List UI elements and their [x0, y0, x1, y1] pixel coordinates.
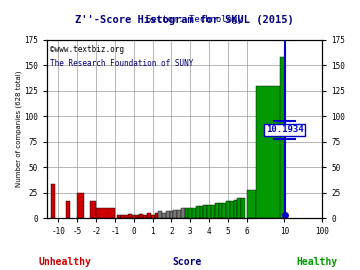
- Bar: [121, 215, 125, 218]
- Bar: [192, 208, 196, 218]
- Text: Sector: Technology: Sector: Technology: [146, 15, 243, 24]
- Text: Score: Score: [172, 257, 202, 267]
- Bar: [241, 198, 245, 218]
- Bar: [196, 206, 200, 218]
- Bar: [215, 203, 219, 218]
- Bar: [51, 184, 55, 218]
- Bar: [185, 208, 188, 218]
- Bar: [143, 215, 147, 218]
- Bar: [188, 208, 192, 218]
- Bar: [154, 213, 158, 218]
- Text: The Research Foundation of SUNY: The Research Foundation of SUNY: [50, 59, 193, 68]
- Bar: [174, 210, 177, 218]
- Bar: [139, 214, 143, 218]
- Text: Unhealthy: Unhealthy: [39, 257, 91, 267]
- Bar: [125, 215, 128, 218]
- Bar: [136, 215, 139, 218]
- Bar: [132, 215, 136, 218]
- Bar: [66, 201, 70, 218]
- Text: Healthy: Healthy: [296, 257, 337, 267]
- Bar: [158, 211, 162, 218]
- Bar: [117, 215, 121, 218]
- Bar: [234, 200, 237, 218]
- Title: Z''-Score Histogram for SKUL (2015): Z''-Score Histogram for SKUL (2015): [75, 15, 294, 25]
- Bar: [181, 208, 185, 218]
- Bar: [162, 213, 166, 218]
- Bar: [128, 214, 132, 218]
- Bar: [96, 208, 115, 218]
- Bar: [222, 203, 226, 218]
- Bar: [237, 198, 241, 218]
- Bar: [211, 205, 215, 218]
- Bar: [177, 210, 181, 218]
- Bar: [207, 205, 211, 218]
- Bar: [256, 86, 284, 218]
- Y-axis label: Number of companies (628 total): Number of companies (628 total): [15, 71, 22, 187]
- Text: ©www.textbiz.org: ©www.textbiz.org: [50, 45, 124, 54]
- Bar: [200, 206, 203, 218]
- Bar: [286, 213, 287, 218]
- Bar: [77, 193, 84, 218]
- Bar: [203, 205, 207, 218]
- Bar: [170, 211, 174, 218]
- Bar: [151, 215, 154, 218]
- Bar: [247, 190, 256, 218]
- Bar: [90, 201, 96, 218]
- Bar: [219, 203, 222, 218]
- Text: 10.1934: 10.1934: [266, 125, 303, 134]
- Bar: [280, 57, 285, 218]
- Bar: [147, 213, 151, 218]
- Bar: [230, 201, 234, 218]
- Bar: [166, 211, 170, 218]
- Bar: [226, 201, 230, 218]
